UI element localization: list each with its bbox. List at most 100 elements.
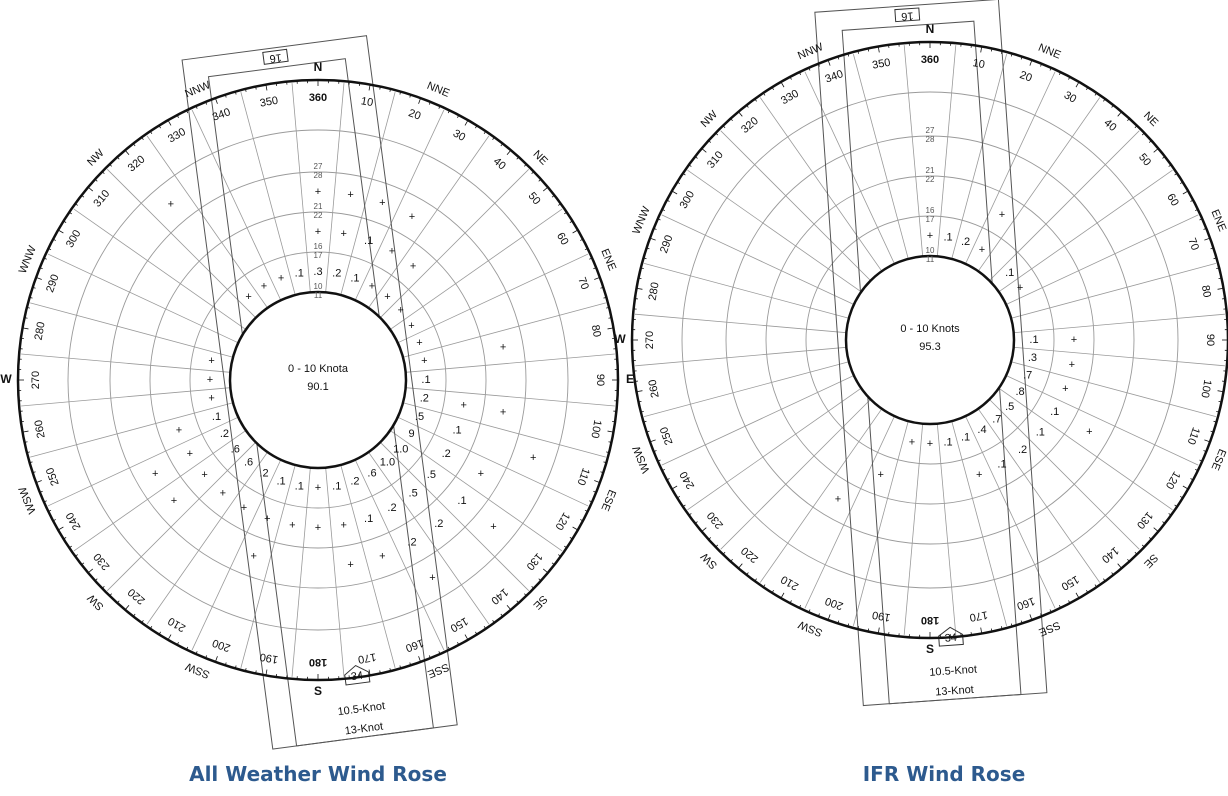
degree-label: 140 xyxy=(1099,544,1121,565)
degree-label: 220 xyxy=(739,544,761,565)
calm-label: 0 - 10 Knots xyxy=(900,323,960,335)
degree-label: 310 xyxy=(705,149,726,171)
compass-tick xyxy=(702,528,707,532)
degree-label: 170 xyxy=(357,650,377,665)
degree-label: 120 xyxy=(1163,469,1183,491)
sector-line xyxy=(805,72,895,264)
compass-tick xyxy=(543,569,548,573)
sector-line xyxy=(904,45,922,256)
compass-tick xyxy=(781,593,784,598)
degree-label: 60 xyxy=(554,231,571,248)
degree-label: 50 xyxy=(1136,151,1153,168)
degree-label: 260 xyxy=(647,379,662,399)
sector-value: + xyxy=(261,280,267,292)
compass-tick xyxy=(573,230,578,233)
degree-label: 230 xyxy=(705,509,726,531)
compass-tick xyxy=(702,148,707,152)
degree-label: 350 xyxy=(871,57,891,72)
cardinal-label: W xyxy=(0,372,12,386)
degree-label: 90 xyxy=(1204,334,1216,346)
ring-speed-label: 11 xyxy=(926,255,935,264)
sector-line xyxy=(107,169,255,317)
degree-label: 250 xyxy=(658,425,676,446)
cardinal-label: WSW xyxy=(17,484,39,515)
sector-value: .2 xyxy=(259,467,268,479)
compass-tick xyxy=(507,150,511,155)
sector-line xyxy=(965,416,1055,608)
sector-line xyxy=(853,54,908,259)
degree-label: 200 xyxy=(211,636,232,654)
sector-value: + xyxy=(347,559,353,571)
sector-value: .1 xyxy=(295,268,304,280)
ring-speed-label: 27 xyxy=(314,162,323,171)
degree-label: 230 xyxy=(91,550,112,572)
cardinal-label: NW xyxy=(699,108,721,130)
sector-value: .1 xyxy=(457,495,466,507)
degree-label: 20 xyxy=(1018,69,1034,84)
sector-value: + xyxy=(264,513,270,525)
sector-value: + xyxy=(999,209,1005,221)
sector-line xyxy=(74,209,246,329)
compass-tick xyxy=(1183,191,1188,194)
sector-value: .2 xyxy=(350,475,359,487)
degree-label: 50 xyxy=(526,190,543,207)
sector-value: + xyxy=(1062,383,1068,395)
degree-label: 220 xyxy=(126,586,148,607)
ring-speed-label: 22 xyxy=(314,211,323,220)
cardinal-label: N xyxy=(314,60,323,74)
sector-value: + xyxy=(478,468,484,480)
sector-value: + xyxy=(340,520,346,532)
sector-line xyxy=(326,83,344,292)
sector-value: .1 xyxy=(943,231,952,243)
sector-value: .1 xyxy=(997,459,1006,471)
cardinal-label: WSW xyxy=(631,444,653,475)
degree-label: 130 xyxy=(524,550,545,572)
sector-value: .1 xyxy=(1050,406,1059,418)
degree-label: 80 xyxy=(1199,284,1213,298)
sector-value: + xyxy=(315,186,321,198)
sector-value: + xyxy=(835,493,841,505)
degree-label: 330 xyxy=(166,126,188,146)
sector-value: .1 xyxy=(350,272,359,284)
sector-value: + xyxy=(389,246,395,258)
ring-speed-label: 10 xyxy=(314,282,323,291)
sector-value: + xyxy=(241,502,247,514)
sector-value: .2 xyxy=(1018,444,1027,456)
ring-speed-label: 17 xyxy=(314,251,323,260)
compass-tick xyxy=(465,120,468,125)
calm-percentage: 95.3 xyxy=(919,341,940,353)
ring-speed-label: 28 xyxy=(314,171,323,180)
sector-value: .2 xyxy=(387,502,396,514)
degree-label: 160 xyxy=(1015,594,1036,612)
sector-line xyxy=(937,424,955,635)
sector-line xyxy=(406,388,615,406)
compass-tick xyxy=(1154,148,1159,152)
sector-value: .4 xyxy=(977,424,986,436)
sector-line xyxy=(978,98,1100,272)
ifr-caption: IFR Wind Rose xyxy=(863,762,1026,786)
compass-tick xyxy=(1076,82,1079,87)
degree-label: 280 xyxy=(33,321,48,341)
sector-value: + xyxy=(398,304,404,316)
degree-label: 30 xyxy=(451,127,468,144)
sector-line xyxy=(380,169,528,317)
degree-label: 210 xyxy=(166,615,188,635)
ring-speed-label: 22 xyxy=(926,175,935,184)
cardinal-label: SW xyxy=(698,550,719,571)
sector-value: + xyxy=(187,448,193,460)
degree-label: 360 xyxy=(309,92,327,104)
degree-label: 340 xyxy=(211,106,232,124)
cardinal-label: ENE xyxy=(1208,208,1228,233)
ring-speed-label: 11 xyxy=(314,291,323,300)
compass-tick xyxy=(672,191,677,194)
sector-value: .1 xyxy=(276,475,285,487)
sector-value: .1 xyxy=(421,374,430,386)
degree-label: 30 xyxy=(1062,89,1079,106)
compass-tick xyxy=(88,187,93,191)
sector-line xyxy=(1011,263,1216,318)
sector-value: + xyxy=(530,452,536,464)
sector-value: .1 xyxy=(212,411,221,423)
ring-speed-label: 21 xyxy=(926,166,935,175)
sector-value: + xyxy=(289,520,295,532)
